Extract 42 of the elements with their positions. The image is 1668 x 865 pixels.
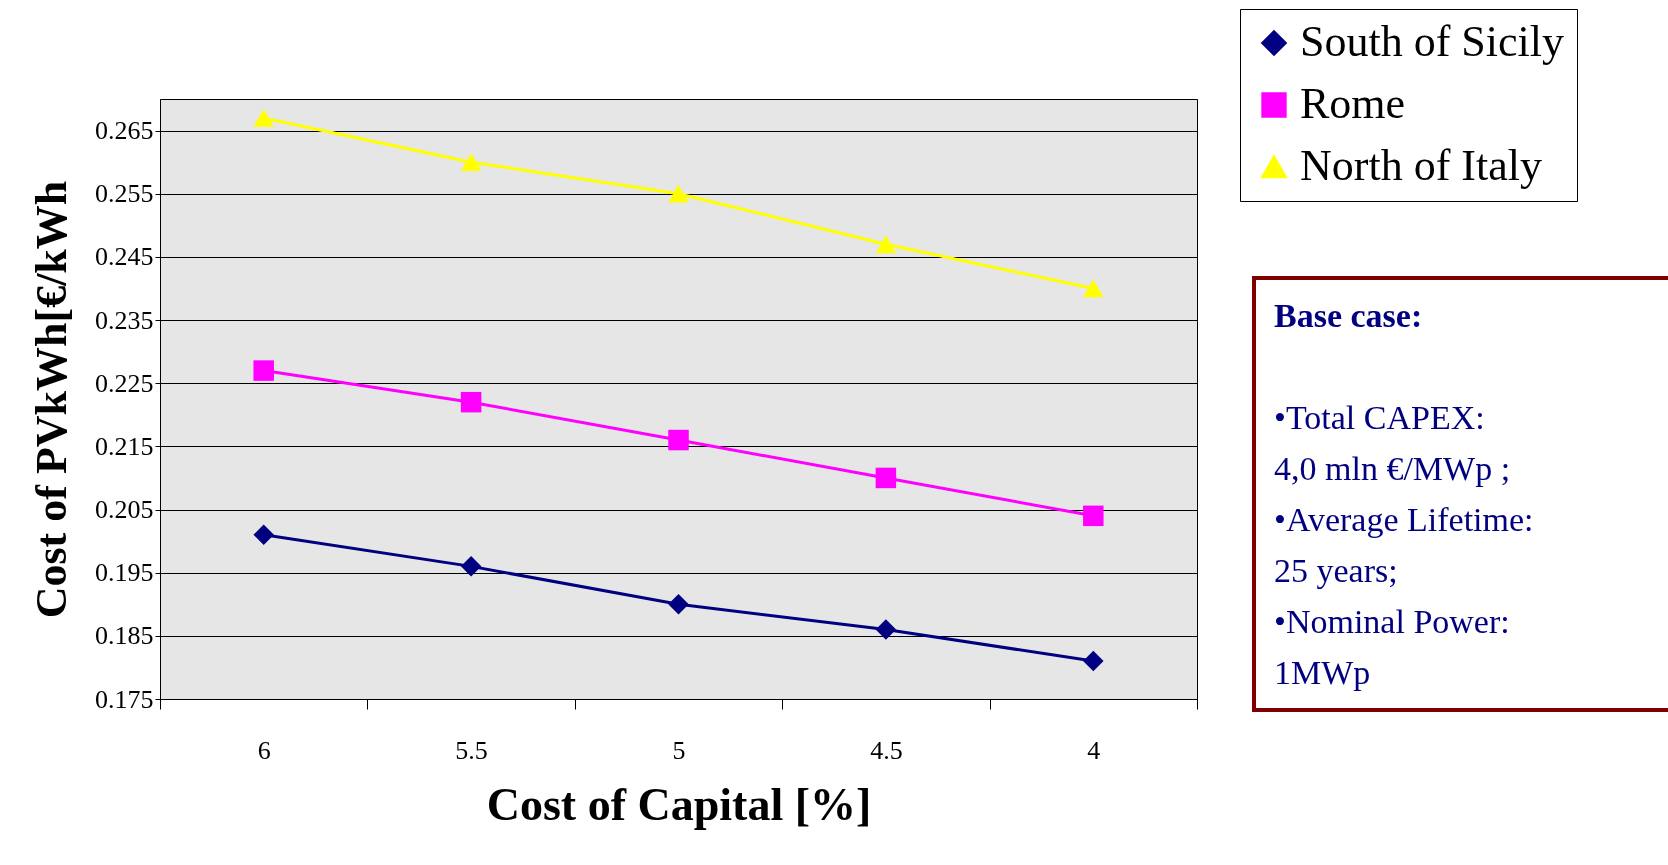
text: •Nominal Power: (1274, 602, 1511, 642)
y-tick-label: 0.185 (95, 621, 154, 651)
point (253, 524, 274, 546)
text: •Total CAPEX: (1274, 398, 1486, 438)
legend-label: Rome (1300, 79, 1406, 128)
point (668, 429, 689, 451)
legend-label: South of Sicily (1300, 17, 1565, 66)
text: Base case: (1274, 296, 1424, 336)
point (253, 109, 274, 127)
x-tick-label: 4.5 (870, 735, 903, 765)
y-tick-label: 0.255 (95, 179, 154, 209)
point (1083, 650, 1104, 672)
text: 4,0 mln €/MWp ; (1274, 449, 1512, 489)
point (253, 360, 274, 381)
point (1083, 505, 1104, 527)
x-tick-label: 4 (1087, 735, 1101, 765)
y-tick-label: 0.195 (95, 558, 154, 588)
point (460, 391, 482, 413)
x-tick-label: 5 (672, 735, 686, 765)
x-tick-label: 5.5 (455, 735, 488, 765)
point (875, 235, 897, 254)
y-tick-label: 0.225 (95, 368, 154, 398)
x-axis-title: Cost of Capital [%] (486, 778, 872, 830)
y-tick-label: 0.235 (95, 305, 154, 335)
text: 1MWp (1274, 653, 1372, 693)
y-axis-title: Cost of PVkWh[€/kWh (27, 180, 76, 619)
point (460, 153, 482, 172)
point (1083, 279, 1104, 298)
text: 25 years; (1274, 551, 1399, 591)
y-tick-label: 0.245 (95, 242, 154, 272)
y-tick-label: 0.205 (95, 495, 154, 525)
y-tick-label: 0.215 (95, 431, 154, 461)
text: •Average Lifetime: (1274, 500, 1535, 540)
y-tick-label: 0.265 (95, 116, 154, 146)
x-tick-label: 6 (257, 735, 271, 765)
point (460, 556, 482, 577)
point (875, 619, 897, 640)
point (668, 184, 689, 203)
point (875, 467, 897, 489)
y-tick-label: 0.175 (95, 684, 154, 714)
point (668, 594, 689, 615)
legend-label: North of Italy (1300, 141, 1542, 190)
